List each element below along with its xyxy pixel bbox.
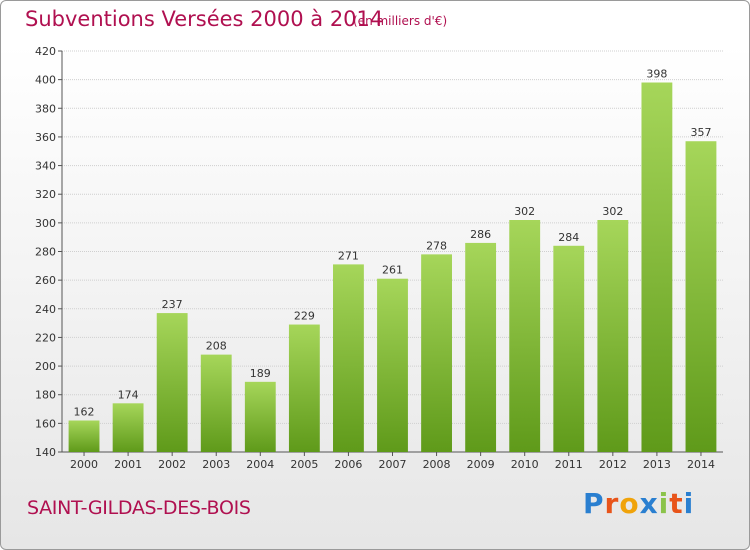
logo-letter: x [639, 487, 659, 520]
bar-value-label: 302 [602, 205, 623, 218]
x-tick-label: 2010 [511, 458, 539, 471]
y-tick-label: 380 [35, 102, 56, 115]
x-tick-label: 2007 [379, 458, 407, 471]
bar [465, 242, 497, 452]
bar [597, 219, 629, 452]
y-tick-label: 140 [35, 446, 56, 459]
y-tick-label: 260 [35, 274, 56, 287]
bar-value-label: 284 [558, 231, 579, 244]
bar-value-label: 398 [646, 68, 667, 81]
y-tick-label: 420 [35, 45, 56, 58]
bar [333, 264, 364, 452]
bar [288, 324, 320, 452]
bar-value-label: 357 [690, 126, 711, 139]
y-tick-label: 400 [35, 74, 56, 87]
bar [244, 381, 276, 452]
y-tick-label: 180 [35, 389, 56, 402]
logo-letter: o [619, 487, 640, 520]
x-tick-label: 2014 [687, 458, 715, 471]
x-tick-label: 2002 [158, 458, 186, 471]
bar [377, 278, 408, 452]
logo-letter: t [669, 487, 684, 520]
y-tick-label: 200 [35, 360, 56, 373]
x-tick-label: 2001 [114, 458, 142, 471]
y-tick-label: 320 [35, 188, 56, 201]
bar-value-label: 286 [470, 228, 491, 241]
y-tick-label: 240 [35, 303, 56, 316]
bar [112, 403, 144, 452]
bar-value-label: 278 [426, 239, 447, 252]
proxiti-logo: Proxiti [583, 487, 694, 520]
logo-letter: P [583, 487, 605, 520]
bar [553, 245, 585, 452]
y-tick-label: 300 [35, 217, 56, 230]
bar [68, 420, 100, 452]
y-tick-label: 280 [35, 246, 56, 259]
x-tick-label: 2000 [70, 458, 98, 471]
bar [156, 313, 188, 452]
x-tick-label: 2004 [246, 458, 274, 471]
x-tick-label: 2008 [423, 458, 451, 471]
x-tick-label: 2003 [202, 458, 230, 471]
chart-subtitle: (en milliers d'€) [353, 14, 448, 28]
y-tick-label: 360 [35, 131, 56, 144]
bar-value-label: 162 [74, 405, 95, 418]
bar-value-label: 174 [118, 388, 139, 401]
bar-value-label: 302 [514, 205, 535, 218]
bar-value-label: 271 [338, 249, 359, 262]
x-tick-label: 2013 [643, 458, 671, 471]
logo-letter: i [683, 487, 695, 520]
x-tick-label: 2006 [334, 458, 362, 471]
x-tick-label: 2012 [599, 458, 627, 471]
bar-value-label: 189 [250, 367, 271, 380]
y-tick-label: 340 [35, 160, 56, 173]
x-tick-label: 2009 [467, 458, 495, 471]
bar-value-label: 261 [382, 264, 403, 277]
commune-name: SAINT-GILDAS-DES-BOIS [27, 497, 251, 519]
y-tick-label: 220 [35, 331, 56, 344]
y-tick-label: 160 [35, 417, 56, 430]
bar [641, 82, 673, 452]
bar [509, 219, 541, 452]
chart-title: Subventions Versées 2000 à 2014 [25, 7, 384, 31]
bar [685, 141, 717, 452]
bar [200, 354, 232, 452]
logo-letter: i [658, 487, 670, 520]
bar-value-label: 237 [162, 298, 183, 311]
bar [421, 254, 452, 452]
bar-value-label: 208 [206, 340, 227, 353]
x-tick-label: 2011 [555, 458, 583, 471]
logo-letter: r [604, 487, 620, 520]
x-tick-label: 2005 [290, 458, 318, 471]
bar-value-label: 229 [294, 310, 315, 323]
